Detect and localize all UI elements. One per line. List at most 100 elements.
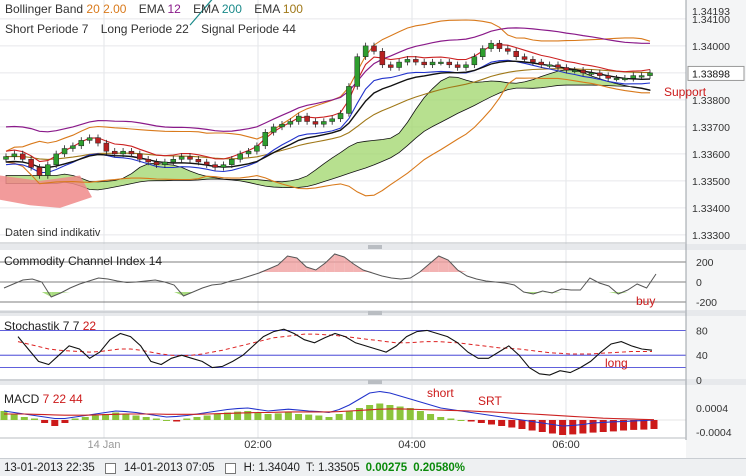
macd-histogram-bar — [102, 414, 110, 420]
candle-body — [346, 86, 352, 114]
cci-overbought-area — [344, 257, 354, 272]
candle-body — [111, 150, 118, 155]
cci-overbought-area — [287, 256, 297, 272]
macd-histogram-bar — [518, 420, 526, 429]
price-tick-label: 1.33600 — [692, 149, 730, 161]
candle-body — [170, 159, 177, 163]
macd-histogram-bar — [406, 408, 414, 420]
macd-histogram-bar — [620, 420, 628, 431]
macd-histogram-bar — [548, 420, 556, 434]
candle-body — [438, 61, 444, 64]
disclaimer-label: Daten sind indikativ — [5, 227, 101, 239]
cci-buy-annotation: buy — [636, 294, 655, 308]
legend-token: Long Periode — [97, 22, 172, 36]
stochastic-long-annotation: long — [605, 356, 628, 370]
cci-overbought-area — [429, 256, 439, 272]
macd-histogram-bar — [609, 420, 617, 432]
candle-body — [162, 161, 168, 165]
candle-body — [505, 48, 511, 52]
macd-histogram-bar — [488, 420, 495, 425]
candle-body — [337, 113, 344, 120]
macd-histogram-bar — [396, 406, 404, 420]
calendar-icon[interactable] — [104, 463, 116, 474]
price-tick-label: 1.33700 — [692, 122, 730, 134]
price-tick-label: 1.34193 — [692, 6, 730, 18]
label-layer: Bollinger Band 20 2.00 EMA 12 EMA 200 EM… — [4, 2, 707, 408]
macd-histogram-bar — [20, 417, 28, 420]
time-axis-tick-label: 04:00 — [398, 439, 426, 451]
candle-body — [245, 150, 252, 155]
macd-histogram-bar — [447, 418, 455, 420]
candle-body — [229, 159, 235, 165]
fast-line-blue — [5, 59, 651, 174]
ichimoku-cloud-bearish — [0, 175, 92, 208]
legend-token: 44 — [66, 392, 83, 406]
range-end-date: 14-01-2013 07:05 — [123, 461, 215, 474]
candle-body — [195, 159, 202, 163]
candle-body — [329, 118, 335, 122]
macd-histogram-bar — [559, 420, 567, 435]
macd-histogram-bar — [579, 420, 587, 434]
candle-body — [78, 140, 85, 147]
legend-token: 7 — [78, 22, 88, 36]
candle-body — [638, 75, 645, 78]
candle-body — [321, 121, 327, 125]
macd-histogram-bar — [467, 420, 475, 422]
cci-overbought-area — [438, 256, 449, 272]
macd-histogram-bar — [183, 418, 191, 420]
stochastic-tick-label: 0 — [696, 375, 702, 387]
cci-overbought-area — [268, 265, 279, 272]
candle-body — [647, 72, 653, 76]
candle-body — [70, 145, 76, 149]
legend-token: EMA — [190, 2, 219, 16]
bollinger-upper-band — [5, 19, 651, 152]
macd-histogram-bar — [223, 412, 231, 420]
candle-body — [396, 61, 402, 68]
candle-body — [597, 72, 603, 76]
macd-signal-line — [4, 408, 655, 421]
candle-body — [53, 153, 59, 165]
macd-histogram-bar — [51, 420, 59, 426]
candle-body — [187, 156, 193, 160]
macd-histogram-bar — [81, 417, 89, 420]
candle-body — [446, 61, 453, 66]
legend-token: Short Periode — [5, 22, 79, 36]
current-price-marker — [687, 65, 745, 81]
candle-body — [137, 153, 143, 160]
macd-histogram-bar — [589, 420, 597, 433]
macd-histogram-bar — [254, 412, 262, 420]
macd-histogram-bar — [650, 420, 658, 429]
legend-token: 14 — [145, 254, 162, 268]
candle-body — [295, 115, 302, 122]
candle-body — [421, 61, 427, 66]
cci-line — [3, 253, 657, 298]
change-percent: 0.20580% — [413, 461, 465, 474]
macd-histogram-bar — [427, 414, 435, 420]
candle-body — [304, 115, 310, 122]
candle-body — [571, 69, 578, 72]
candle-body — [463, 64, 469, 68]
cci-tick-label: 200 — [696, 257, 714, 269]
candle-body — [203, 161, 210, 165]
legend-token: 2.00 — [100, 2, 127, 16]
macd-histogram-bar — [345, 411, 353, 420]
candle-body — [95, 137, 101, 144]
macd-histogram-bar — [355, 408, 363, 420]
calendar-icon[interactable] — [224, 463, 236, 474]
candle-body — [178, 156, 185, 160]
macd-histogram-bar — [203, 415, 211, 420]
macd-histogram-bar — [61, 420, 69, 423]
stochastic-panel — [0, 328, 686, 376]
stochastic-tick-label: 40 — [696, 350, 708, 362]
candle-body — [630, 75, 637, 79]
macd-histogram-bar — [71, 418, 79, 420]
candle-body — [479, 48, 486, 57]
macd-histogram-bar — [366, 405, 374, 420]
legend-token: 100 — [280, 2, 304, 16]
legend-token: 7 — [59, 319, 69, 333]
legend-token: 22 — [79, 319, 96, 333]
candle-body — [387, 64, 394, 68]
candle-body — [530, 59, 536, 63]
macd-histogram-bar — [112, 412, 120, 420]
